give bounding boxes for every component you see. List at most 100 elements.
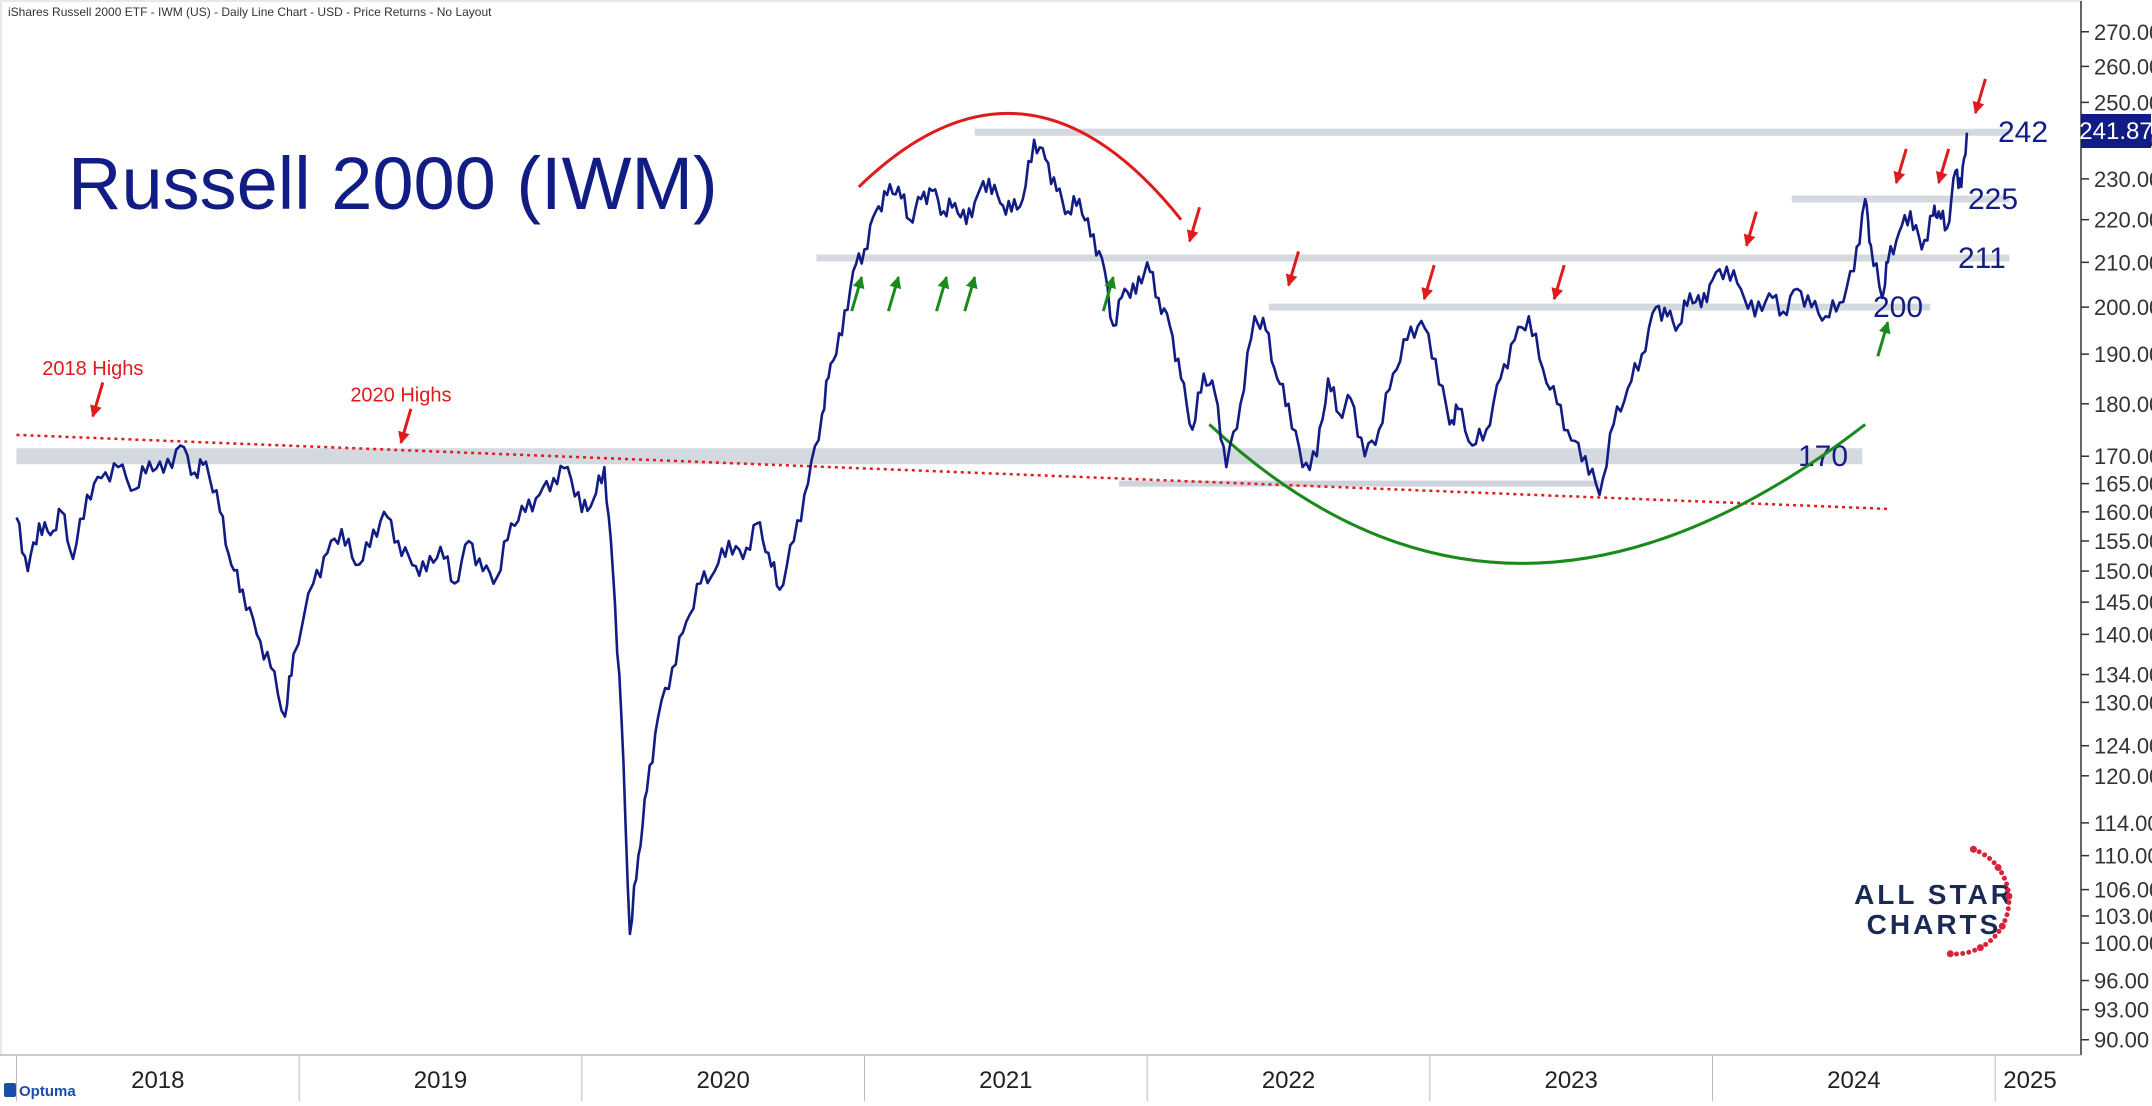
all-star-charts-logo: ALL STAR CHARTS — [1854, 845, 2014, 958]
logo-text-line2: CHARTS — [1867, 909, 2002, 940]
price-line — [15, 132, 1969, 936]
green-arrow-5 — [1876, 321, 1891, 357]
optuma-badge: Optuma — [4, 1083, 76, 1100]
level-band-200 — [1268, 303, 1931, 311]
logo-star-0 — [1969, 845, 1977, 853]
y-tick-label-27: 93.00 — [2094, 998, 2149, 1023]
red-arrow-1 — [398, 408, 413, 444]
y-tick-label-13: 155.00 — [2094, 529, 2152, 554]
logo-star-25 — [1946, 950, 1954, 958]
red-arrow-8 — [1935, 148, 1951, 185]
red-arrow-3 — [1285, 251, 1300, 287]
x-tick-label-5: 2023 — [1544, 1067, 1597, 1094]
y-tick-label-24: 103.00 — [2094, 904, 2152, 929]
logo-star-23 — [1960, 950, 1966, 956]
price-series-layer — [15, 132, 1969, 936]
logo-star-4 — [1991, 860, 1997, 866]
y-tick-label-6: 210.00 — [2094, 250, 2152, 275]
green-arrow-3 — [963, 275, 978, 312]
bottom-arc-green — [1208, 423, 1867, 565]
declining-trendline — [16, 433, 1891, 511]
last-price-badge — [2081, 114, 2151, 148]
logo-star-1 — [1976, 849, 1982, 855]
logo-star-9 — [2005, 887, 2011, 893]
logo-star-12 — [2005, 906, 2011, 912]
annotation-label-0: 2018 Highs — [42, 358, 143, 380]
x-tick-label-4: 2022 — [1262, 1067, 1315, 1094]
annotation-arrows — [90, 78, 1987, 444]
x-tick-label-3: 2021 — [979, 1067, 1032, 1094]
x-tick-label-1: 2019 — [414, 1067, 467, 1094]
y-tick-label-14: 150.00 — [2094, 559, 2152, 584]
logo-star-10 — [2005, 892, 2013, 900]
y-tick-label-5: 220.00 — [2094, 208, 2152, 233]
logo-star-14 — [2002, 918, 2008, 924]
annotation-label-1: 2020 Highs — [350, 385, 451, 407]
y-tick-label-16: 140.00 — [2094, 622, 2152, 647]
logo-star-16 — [1996, 928, 2002, 934]
logo-star-20 — [1976, 944, 1984, 952]
x-tick-label-2: 2020 — [696, 1067, 749, 1094]
y-tick-label-19: 124.00 — [2094, 734, 2152, 759]
y-tick-label-22: 110.00 — [2094, 844, 2152, 869]
y-tick-label-15: 145.00 — [2094, 590, 2152, 615]
green-arrow-2 — [935, 275, 950, 312]
red-arrow-6 — [1743, 211, 1758, 247]
y-tick-label-2: 250.00 — [2094, 90, 2152, 115]
optuma-logo-mark — [4, 1083, 16, 1097]
logo-star-17 — [1992, 933, 1998, 939]
chart-caption: iShares Russell 2000 ETF - IWM (US) - Da… — [8, 5, 492, 19]
y-tick-label-4: 230.00 — [2094, 167, 2152, 192]
y-tick-label-28: 90.00 — [2094, 1028, 2149, 1053]
logo-star-11 — [2006, 899, 2012, 905]
y-tick-label-12: 160.00 — [2094, 500, 2152, 525]
green-arrow-4 — [1101, 275, 1116, 312]
level-label-242: 242 — [1998, 116, 2048, 149]
logo-star-15 — [1998, 922, 2006, 930]
level-label-211: 211 — [1958, 242, 2006, 275]
x-tick-label-7: 2025 — [2003, 1067, 2056, 1094]
red-arrow-5 — [1551, 264, 1566, 301]
y-tick-label-1: 260.00 — [2094, 54, 2152, 79]
red-arrow-9 — [1972, 78, 1987, 115]
logo-star-ring — [1946, 845, 2013, 958]
y-tick-label-9: 180.00 — [2094, 392, 2152, 417]
level-band-242 — [974, 128, 2010, 136]
level-band-211 — [816, 254, 2010, 262]
y-tick-label-17: 134.00 — [2094, 663, 2152, 688]
trendline-layer — [16, 433, 1891, 511]
x-axis-ticks: 2018 2019 2020 2021 2022 2023 2024 2025 — [0, 1054, 2081, 1101]
y-tick-label-21: 114.00 — [2094, 811, 2152, 836]
level-band-225 — [1791, 195, 2010, 203]
y-tick-label-11: 165.00 — [2094, 472, 2152, 497]
y-tick-label-25: 100.00 — [2094, 931, 2152, 956]
red-arrow-4 — [1421, 264, 1436, 301]
logo-star-13 — [2004, 912, 2010, 918]
red-arrow-0 — [90, 381, 105, 418]
red-arrow-7 — [1893, 148, 1908, 185]
logo-star-5 — [1994, 864, 2002, 872]
y-tick-label-8: 190.00 — [2094, 342, 2152, 367]
logo-star-24 — [1954, 951, 1960, 957]
logo-star-22 — [1966, 949, 1972, 955]
green-arrow-1 — [886, 275, 902, 312]
logo-star-6 — [1999, 870, 2005, 876]
logo-star-8 — [2004, 881, 2010, 887]
annotation-labels: 2018 Highs 2020 Highs — [42, 358, 451, 407]
logo-star-2 — [1982, 852, 1988, 858]
y-tick-label-0: 270.00 — [2094, 20, 2152, 45]
level-band-170 — [16, 448, 1863, 465]
logo-star-3 — [1987, 856, 1993, 862]
level-label-225: 225 — [1968, 183, 2018, 216]
logo-star-7 — [2001, 875, 2007, 881]
y-tick-label-18: 130.00 — [2094, 690, 2152, 715]
y-tick-label-7: 200.00 — [2094, 295, 2152, 320]
logo-star-21 — [1972, 947, 1978, 953]
pattern-arcs — [857, 112, 1867, 565]
logo-text-line1: ALL STAR — [1854, 879, 2014, 910]
y-tick-label-20: 120.00 — [2094, 764, 2152, 789]
y-tick-label-26: 96.00 — [2094, 969, 2149, 994]
